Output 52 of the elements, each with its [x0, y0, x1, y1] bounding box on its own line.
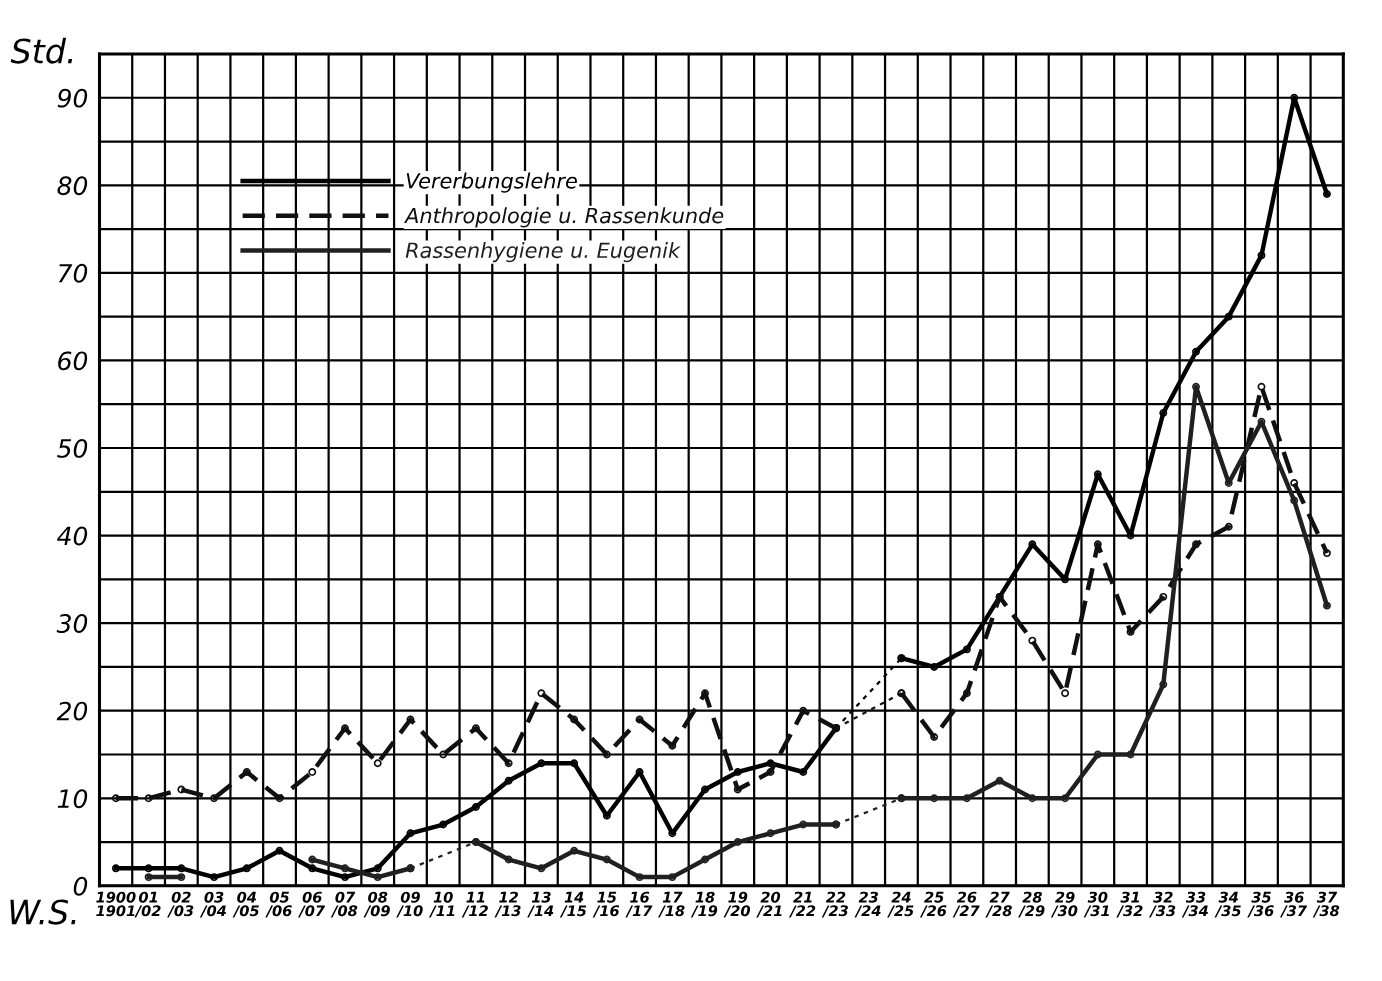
- x-tick-label: 13 /14: [527, 891, 554, 918]
- y-tick-label: 50: [57, 438, 88, 458]
- y-tick-label: 40: [57, 526, 88, 546]
- y-tick-label: 20: [56, 701, 88, 721]
- y-tick-label: 0: [73, 876, 88, 896]
- x-tick-label: 04 /05: [232, 891, 259, 918]
- text: Vererbungslehre: [406, 172, 577, 193]
- x-tick-label: 37 /38: [1312, 891, 1340, 918]
- x-tick-label: 31 /32: [1116, 891, 1143, 918]
- x-tick-label: 17 /18: [658, 891, 685, 918]
- x-tick-label: 33 /34: [1181, 891, 1208, 918]
- x-tick-label: 19 /20: [723, 891, 751, 918]
- x-tick-label: 32 /33: [1149, 891, 1176, 918]
- x-tick-label: 1900 1901: [96, 891, 136, 917]
- x-tick-label: 18 /19: [690, 891, 718, 918]
- x-tick-label: 10 /11: [428, 891, 455, 918]
- x-tick-label: 29 /30: [1050, 891, 1078, 918]
- x-axis-title: W.S.: [10, 899, 76, 925]
- x-tick-label: 06 /07: [298, 891, 326, 918]
- text: Rassenhygiene u. Eugenik: [405, 242, 681, 263]
- x-tick-label: 21 /22: [789, 891, 816, 918]
- x-tick-label: 03 /04: [199, 891, 226, 918]
- y-tick-label: 80: [57, 176, 88, 196]
- x-tick-label: 05 /06: [265, 891, 292, 918]
- x-tick-label: 15 /16: [592, 891, 620, 918]
- x-tick-label: 24 /25: [887, 891, 914, 918]
- x-tick-label: 26 /27: [952, 891, 980, 918]
- x-tick-label: 14 /15: [559, 891, 587, 918]
- x-tick-label: 11 /12: [461, 891, 488, 918]
- x-tick-label: 08 /09: [363, 891, 390, 918]
- x-tick-label: 12 /13: [494, 891, 521, 918]
- x-tick-label: 16 /17: [625, 891, 653, 918]
- y-tick-label: 60: [58, 351, 88, 371]
- y-tick-label: 30: [56, 614, 88, 633]
- y-tick-label: 70: [58, 263, 88, 283]
- x-tick-label: 36 /37: [1279, 891, 1307, 918]
- x-tick-label: 30 /31: [1083, 891, 1109, 918]
- text: Anthropologie u. Rassenkunde: [404, 207, 724, 228]
- x-tick-label: 25 /26: [919, 891, 947, 918]
- x-tick-label: 02 /03: [167, 891, 194, 918]
- y-tick-label: 10: [57, 789, 88, 809]
- x-tick-label: 09 /10: [396, 891, 423, 918]
- x-tick-label: 35 /36: [1247, 891, 1274, 918]
- x-tick-label: 28 /29: [1018, 891, 1045, 918]
- x-tick-label: 22 /23: [821, 891, 848, 918]
- x-tick-label: 23 /24: [854, 891, 881, 918]
- y-axis-title: Std.: [10, 37, 73, 64]
- x-tick-label: 07 /08: [330, 891, 358, 918]
- x-tick-label: 27 /28: [985, 891, 1012, 918]
- y-tick-label: 90: [57, 88, 88, 108]
- x-tick-label: 34 /35: [1214, 891, 1241, 918]
- x-tick-label: 20 /21: [756, 891, 782, 918]
